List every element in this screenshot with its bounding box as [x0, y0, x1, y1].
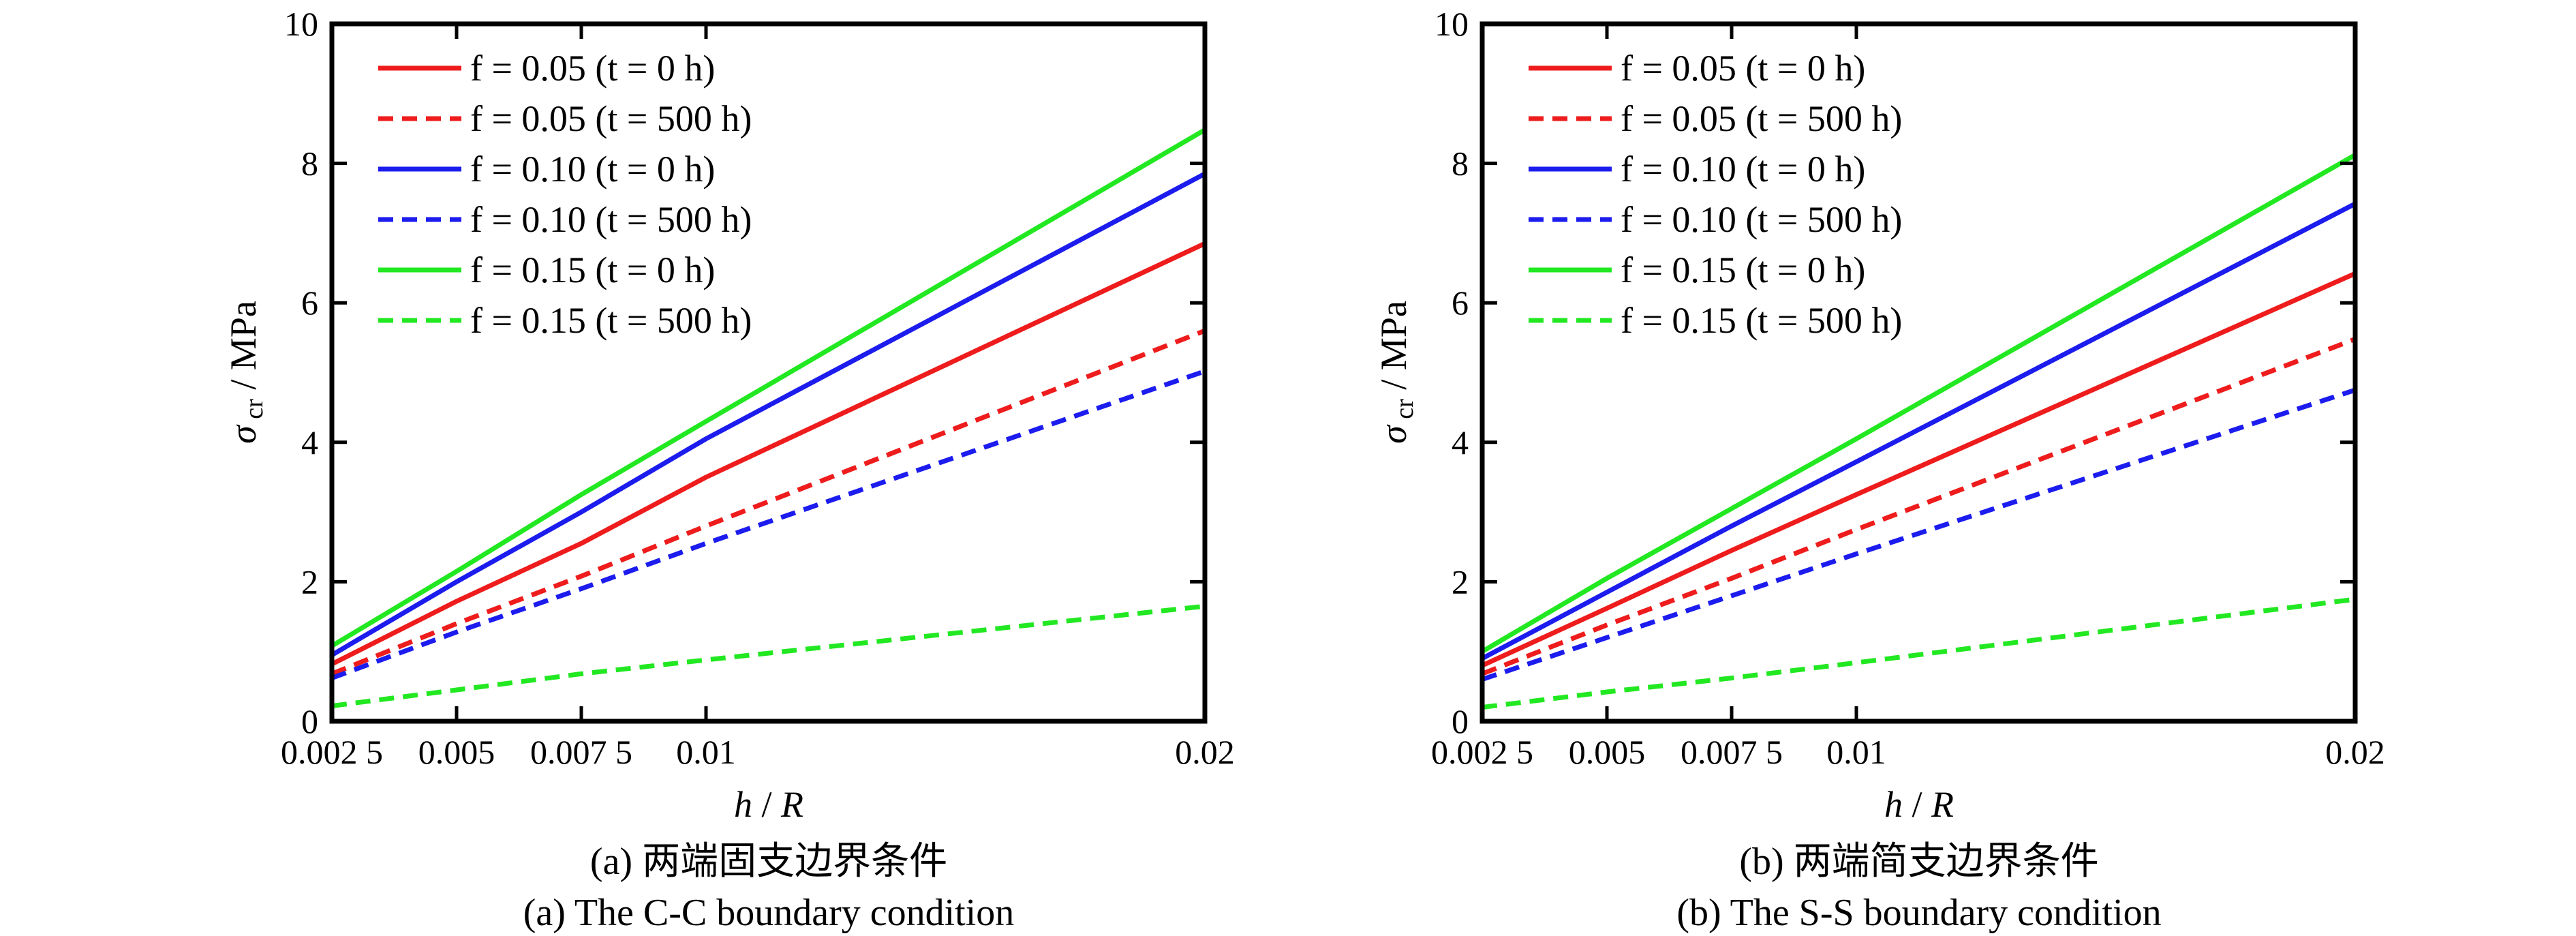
x-tick-label: 0.007 5	[1681, 733, 1783, 771]
y-axis-label: σ cr / MPa	[1373, 301, 1419, 444]
x-tick-label: 0.01	[676, 733, 736, 771]
series-line-f-0-15-t-500-h	[1482, 597, 2356, 710]
x-axis-label: h / R	[1884, 784, 1954, 825]
y-tick-label: 0	[1452, 702, 1469, 740]
plot-area	[331, 127, 1206, 708]
y-tick-label: 4	[1452, 423, 1469, 462]
series-line-f-0-10-t-0-h	[331, 171, 1206, 657]
series-line-f-0-10-t-0-h	[1481, 201, 2357, 661]
legend-label: f = 0.10 (t = 0 h)	[1621, 149, 1865, 190]
series-line-f-0-05-t-0-h	[331, 241, 1206, 667]
x-tick-label: 0.005	[418, 733, 495, 771]
legend-label: f = 0.10 (t = 500 h)	[1621, 199, 1902, 240]
caption-cn: (b) 两端简支边界条件	[1739, 841, 2098, 883]
x-tick-label: 0.002 5	[281, 733, 383, 771]
x-tick-label: 0.007 5	[530, 733, 632, 771]
series-line-f-0-10-t-500-h	[331, 369, 1206, 680]
legend-label: f = 0.15 (t = 500 h)	[470, 300, 752, 341]
legend-label: f = 0.05 (t = 0 h)	[470, 48, 715, 89]
series-line-f-0-15-t-0-h	[331, 127, 1206, 648]
caption-en: (a) The C-C boundary condition	[523, 892, 1015, 934]
legend-label: f = 0.05 (t = 500 h)	[470, 98, 752, 139]
axis-ticks: 0 2 4 6 8 10 0.002 5 0.005 0.007 5 0.01 0.02	[1431, 5, 2385, 771]
legend-label: f = 0.10 (t = 0 h)	[470, 149, 715, 190]
chart-panel-cc: 0 2 4 6 8 10 0.002 5 0.005 0.007 5 0.01 0.02 f = 0…	[223, 5, 1235, 934]
x-tick-label: 0.02	[2325, 733, 2385, 771]
legend-label: f = 0.15 (t = 500 h)	[1621, 300, 1902, 341]
y-tick-label: 4	[301, 423, 318, 462]
series-line-f-0-10-t-500-h	[1481, 387, 2357, 682]
y-tick-label: 10	[284, 5, 318, 43]
y-tick-label: 2	[301, 562, 318, 601]
series-line-f-0-15-t-500-h	[331, 603, 1206, 708]
legend-label: f = 0.05 (t = 500 h)	[1621, 98, 1902, 139]
series-line-f-0-05-t-0-h	[1481, 271, 2357, 668]
legend-label: f = 0.05 (t = 0 h)	[1621, 48, 1865, 89]
y-tick-label: 8	[1452, 145, 1469, 183]
x-tick-label: 0.01	[1826, 733, 1886, 771]
axis-ticks: 0 2 4 6 8 10 0.002 5 0.005 0.007 5 0.01 0.02	[281, 5, 1235, 771]
legend-label: f = 0.15 (t = 0 h)	[470, 250, 715, 290]
plot-area	[1481, 153, 2357, 710]
y-tick-label: 0	[301, 702, 318, 740]
x-axis-label: h / R	[734, 784, 803, 825]
series-line-f-0-15-t-0-h	[1481, 153, 2357, 654]
legend-label: f = 0.10 (t = 500 h)	[470, 199, 752, 240]
y-tick-label: 6	[1452, 284, 1469, 322]
plot-frame	[329, 21, 1208, 724]
legend: f = 0.05 (t = 0 h) f = 0.05 (t = 500 h) f …	[378, 48, 752, 341]
x-tick-label: 0.02	[1175, 733, 1235, 771]
y-tick-label: 8	[301, 145, 318, 183]
y-tick-label: 6	[301, 284, 318, 322]
plot-frame	[1479, 21, 2358, 724]
x-tick-label: 0.005	[1569, 733, 1646, 771]
caption-cn: (a) 两端固支边界条件	[590, 841, 947, 883]
caption-en: (b) The S-S boundary condition	[1676, 892, 2161, 934]
series-line-f-0-05-t-500-h	[1481, 337, 2357, 676]
legend-label: f = 0.15 (t = 0 h)	[1621, 250, 1865, 290]
y-tick-label: 2	[1452, 562, 1469, 601]
chart-panel-ss: 0 2 4 6 8 10 0.002 5 0.005 0.007 5 0.01 0.02 f = 0…	[1373, 5, 2385, 934]
y-tick-label: 10	[1435, 5, 1469, 43]
series-line-f-0-05-t-500-h	[331, 328, 1206, 676]
y-axis-label: σ cr / MPa	[223, 301, 269, 444]
legend: f = 0.05 (t = 0 h) f = 0.05 (t = 500 h) f …	[1529, 48, 1902, 341]
x-tick-label: 0.002 5	[1431, 733, 1533, 771]
